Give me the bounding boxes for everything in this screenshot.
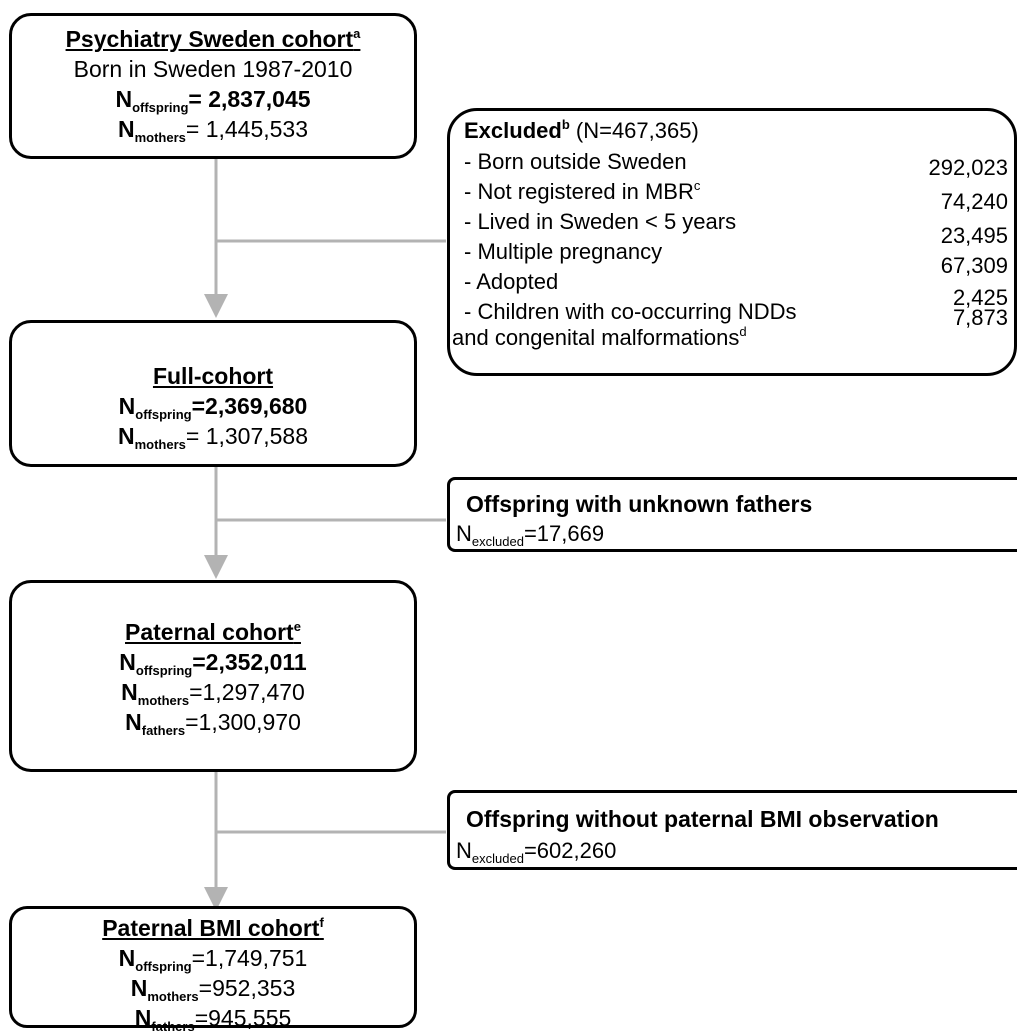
box-no-paternal-bmi: Offspring without paternal BMI observati… — [447, 790, 1017, 870]
offspring-count: Noffspring=2,352,011 — [119, 649, 307, 678]
excluded-row: - Born outside Sweden 292,023 — [464, 149, 1008, 180]
box-title: Paternal BMI cohortf — [102, 915, 324, 941]
box-title: Psychiatry Sweden cohorta — [65, 26, 361, 52]
mothers-count: Nmothers= 1,445,533 — [117, 116, 309, 145]
excluded-row: - Children with co-occurring NDDs 7,873 — [464, 299, 1008, 330]
mothers-count: Nmothers= 1,307,588 — [117, 423, 309, 452]
excluded-row: - Lived in Sweden < 5 years 23,495 — [464, 209, 1008, 248]
fathers-count: Nfathers=945,555 — [134, 1005, 292, 1034]
box-full-cohort: Full-cohort Noffspring=2,369,680 Nmother… — [9, 320, 417, 467]
no-bmi-title: Offspring without paternal BMI observati… — [466, 806, 939, 832]
mothers-count: Nmothers=1,297,470 — [121, 679, 305, 708]
excluded-row-continuation: and congenital malformationsd — [452, 324, 747, 350]
box-title: Paternal cohorte — [125, 619, 301, 645]
mothers-count: Nmothers=952,353 — [130, 975, 296, 1004]
unknown-fathers-count: Nexcluded=17,669 — [456, 521, 605, 549]
fathers-count: Nfathers=1,300,970 — [125, 709, 301, 738]
box-excluded: Excludedb (N=467,365) - Born outside Swe… — [447, 108, 1017, 376]
offspring-count: Noffspring= 2,837,045 — [115, 86, 311, 115]
box-unknown-fathers: Offspring with unknown fathers Nexcluded… — [447, 477, 1017, 552]
box-psychiatry-sweden-cohort: Psychiatry Sweden cohorta Born in Sweden… — [9, 13, 417, 159]
excluded-title: Excludedb (N=467,365) — [464, 117, 699, 143]
box-paternal-cohort: Paternal cohorte Noffspring=2,352,011 Nm… — [9, 580, 417, 772]
excluded-row: - Multiple pregnancy 67,309 — [464, 239, 1008, 278]
no-bmi-count: Nexcluded=602,260 — [456, 838, 617, 866]
unknown-fathers-title: Offspring with unknown fathers — [466, 491, 813, 517]
box-title: Full-cohort — [152, 363, 274, 389]
excluded-row: - Not registered in MBRc 74,240 — [464, 178, 1008, 214]
birth-range: Born in Sweden 1987-2010 — [73, 56, 353, 82]
box-paternal-bmi-cohort: Paternal BMI cohortf Noffspring=1,749,75… — [9, 906, 417, 1033]
offspring-count: Noffspring=2,369,680 — [118, 393, 308, 422]
offspring-count: Noffspring=1,749,751 — [118, 945, 308, 974]
excluded-row: - Adopted 2,425 — [464, 269, 1008, 310]
